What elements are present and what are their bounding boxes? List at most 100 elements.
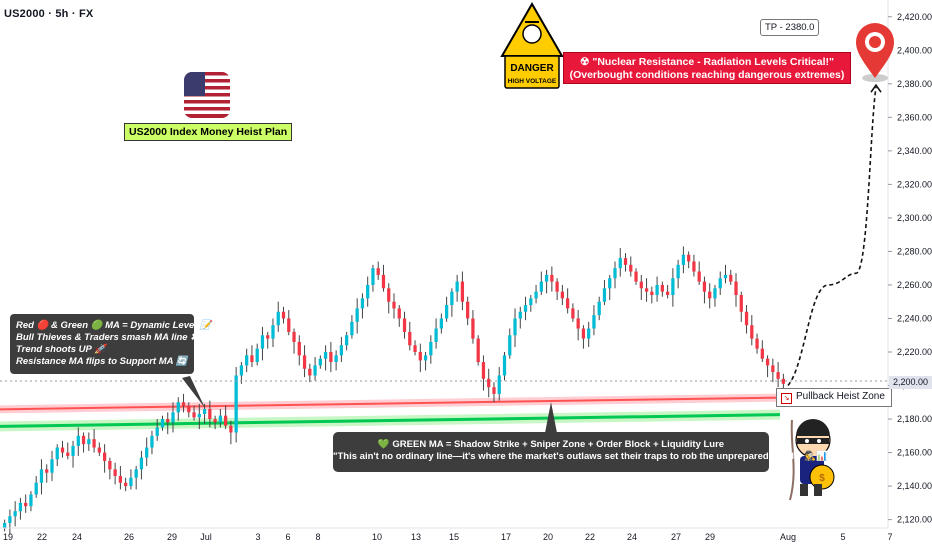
left-note-line: Resistance MA flips to Support MA 🔄 xyxy=(16,356,188,367)
candle xyxy=(60,447,65,453)
candle xyxy=(429,341,433,356)
candle xyxy=(713,288,717,299)
moving-averages xyxy=(0,393,781,432)
candle xyxy=(213,419,217,423)
candle xyxy=(118,476,123,483)
y-tick-label: 2,220.00 xyxy=(897,347,932,357)
candle xyxy=(97,447,101,453)
candle xyxy=(534,291,538,299)
candle xyxy=(566,298,570,309)
candle xyxy=(39,469,44,483)
y-tick-label: 2,380.00 xyxy=(897,79,932,89)
candle xyxy=(45,469,49,473)
x-tick-label: 27 xyxy=(671,532,681,542)
candle xyxy=(481,362,486,379)
thief-character-icon: $ xyxy=(789,419,835,501)
candle xyxy=(639,281,643,289)
candle xyxy=(687,254,691,262)
candle xyxy=(50,459,54,473)
candle xyxy=(234,375,238,433)
candle xyxy=(539,281,543,292)
candle xyxy=(87,439,91,445)
svg-text:$: $ xyxy=(819,473,825,484)
candle xyxy=(497,375,501,394)
candle xyxy=(176,402,180,413)
candle xyxy=(139,457,144,470)
candle xyxy=(560,291,565,299)
candle xyxy=(655,284,659,296)
danger-sign-icon: DANGER HIGH VOLTAGE xyxy=(500,1,564,89)
x-tick-label: 29 xyxy=(167,532,177,542)
left-note: Red 🔴 & Green 🟢 MA = Dynamic Level 📝 Bul… xyxy=(10,314,212,374)
candle xyxy=(423,355,428,361)
take-profit-label: TP - 2380.0 xyxy=(760,19,820,36)
x-tick-label: Jul xyxy=(200,532,212,542)
y-tick-label: 2,140.00 xyxy=(897,481,932,491)
candle xyxy=(160,419,165,428)
candle xyxy=(297,341,301,356)
candle xyxy=(55,447,59,460)
y-tick-label: 2,160.00 xyxy=(897,448,932,458)
x-tick-label: 7 xyxy=(887,532,892,542)
x-tick-label: 5 xyxy=(840,532,845,542)
candle xyxy=(765,358,770,366)
candle xyxy=(266,335,270,339)
y-tick-label: 2,300.00 xyxy=(897,213,932,223)
x-tick-label: 19 xyxy=(3,532,13,542)
candle xyxy=(402,318,407,332)
candle xyxy=(681,254,686,265)
candle xyxy=(755,338,759,349)
y-tick-label: 2,260.00 xyxy=(897,280,932,290)
candle xyxy=(102,452,107,461)
candle xyxy=(665,291,670,296)
candle xyxy=(329,352,333,363)
candle xyxy=(202,408,207,415)
candle xyxy=(550,274,554,282)
symbol-title[interactable]: US2000 · 5h · FX xyxy=(4,8,94,20)
candle xyxy=(708,291,712,299)
projection-line xyxy=(787,87,877,387)
candle xyxy=(581,328,586,339)
candle xyxy=(129,477,133,487)
candle xyxy=(634,271,638,282)
green-ma-note: 💚 GREEN MA = Shadow Strike + Sniper Zone… xyxy=(333,432,828,472)
candle xyxy=(592,315,596,329)
candle xyxy=(181,402,186,406)
left-note-line: Red 🔴 & Green 🟢 MA = Dynamic Level 📝 xyxy=(16,320,212,331)
x-tick-label: 24 xyxy=(627,532,637,542)
candle xyxy=(245,355,249,366)
candle xyxy=(723,274,728,279)
candle xyxy=(502,355,507,376)
pullback-zone-label: ↘ Pullback Heist Zone xyxy=(776,388,892,407)
candle xyxy=(323,352,328,359)
us-flag-icon xyxy=(184,72,230,118)
candle xyxy=(434,328,438,342)
candle xyxy=(734,281,738,296)
candle xyxy=(739,295,743,312)
candle xyxy=(255,348,259,363)
candle xyxy=(334,355,338,363)
candle xyxy=(613,268,617,279)
candle xyxy=(771,365,775,373)
x-tick-label: 22 xyxy=(37,532,47,542)
time-axis[interactable]: 19 22 24 26 29 Jul 3 6 8 10 13 15 17 20 22 24 27 29 Aug 5 7 xyxy=(3,532,893,542)
candle xyxy=(544,274,549,282)
candle xyxy=(387,288,391,302)
candle xyxy=(223,415,228,426)
candle xyxy=(313,365,317,376)
candle xyxy=(492,387,496,394)
candle xyxy=(408,331,412,346)
candle xyxy=(292,331,296,342)
candle xyxy=(608,278,612,289)
candle xyxy=(155,427,159,436)
candle xyxy=(229,425,233,433)
candle xyxy=(171,412,175,423)
candle xyxy=(124,482,128,487)
y-tick-label: 2,400.00 xyxy=(897,45,932,55)
y-tick-label: 2,360.00 xyxy=(897,112,932,122)
candle xyxy=(145,447,149,458)
candle xyxy=(208,408,212,420)
y-tick-label: 2,420.00 xyxy=(897,12,932,22)
x-tick-label: 15 xyxy=(449,532,459,542)
x-tick-label: 26 xyxy=(124,532,134,542)
